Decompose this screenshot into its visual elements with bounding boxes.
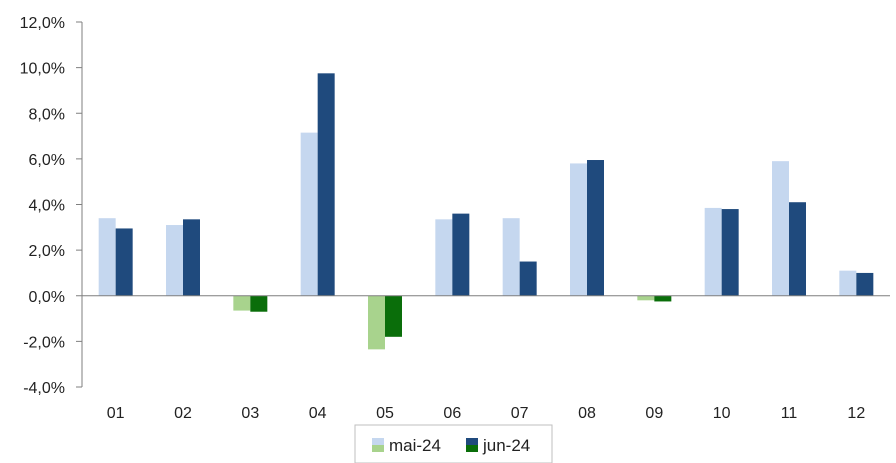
y-tick-label: 2,0%: [29, 243, 65, 260]
legend-label-mai-24: mai-24: [389, 436, 441, 455]
y-tick-label: 10,0%: [20, 61, 65, 78]
x-tick-label: 09: [645, 405, 663, 422]
y-tick-label: 12,0%: [20, 15, 65, 32]
bar-jun-24-09: [654, 295, 672, 302]
bar-jun-24-02: [183, 219, 200, 296]
bar-mai-24-05: [368, 295, 385, 350]
y-tick-label: 0,0%: [29, 289, 65, 306]
x-tick-label: 08: [578, 405, 596, 422]
legend-swatch-jun-24-negative: [466, 445, 478, 452]
bar-mai-24-12: [839, 270, 857, 296]
bar-mai-24-11: [772, 161, 789, 296]
legend-swatch-mai-24-positive: [372, 438, 384, 445]
bar-mai-24-07: [502, 218, 520, 296]
bar-jun-24-08: [587, 160, 604, 296]
legend-box: [354, 424, 553, 463]
x-tick-label: 12: [847, 405, 865, 422]
bar-mai-24-06: [435, 219, 453, 296]
y-tick-label: -2,0%: [23, 334, 65, 351]
legend-swatch-jun-24-positive: [466, 438, 478, 445]
bar-mai-24-01: [98, 218, 116, 296]
x-tick-label: 02: [174, 405, 192, 422]
y-tick-label: 8,0%: [29, 106, 65, 123]
legend: mai-24 jun-24: [354, 424, 553, 463]
bar-jun-24-07: [519, 261, 537, 296]
legend-label-jun-24: jun-24: [482, 436, 530, 455]
bar-mai-24-02: [166, 225, 183, 296]
bar-mai-24-10: [704, 207, 722, 296]
y-tick-label: 6,0%: [29, 152, 65, 169]
legend-swatch-mai-24-negative: [372, 445, 384, 452]
x-tick-label: 11: [781, 405, 798, 422]
bar-jun-24-10: [721, 209, 739, 296]
x-tick-label: 10: [713, 405, 731, 422]
bar-mai-24-04: [300, 132, 318, 296]
bar-jun-24-05: [385, 295, 402, 337]
y-axis: 12,0% 10,0% 8,0% 6,0% 4,0% 2,0% 0,0% -2,0% -4,0%: [20, 15, 83, 397]
x-tick-label: 05: [376, 405, 394, 422]
x-tick-label: 03: [241, 405, 259, 422]
bar-jun-24-06: [452, 213, 470, 296]
x-tick-label: 06: [443, 405, 461, 422]
bar-jun-24-03: [250, 295, 268, 312]
bar-jun-24-01: [115, 228, 133, 296]
x-tick-label: 01: [107, 405, 125, 422]
x-tick-label: 07: [511, 405, 529, 422]
x-tick-label: 04: [309, 405, 327, 422]
x-axis: 01 02 03 04 05 06 07 08 09 10 11 12: [82, 295, 890, 422]
bar-jun-24-04: [317, 73, 335, 296]
bar-jun-24-11: [789, 202, 806, 296]
y-tick-label: -4,0%: [23, 380, 65, 397]
bar-mai-24-09: [637, 295, 655, 301]
y-tick-label: 4,0%: [29, 198, 65, 215]
bars: [98, 73, 874, 350]
bar-jun-24-12: [856, 272, 874, 296]
bar-mai-24-03: [233, 295, 251, 311]
bar-mai-24-08: [570, 163, 587, 296]
